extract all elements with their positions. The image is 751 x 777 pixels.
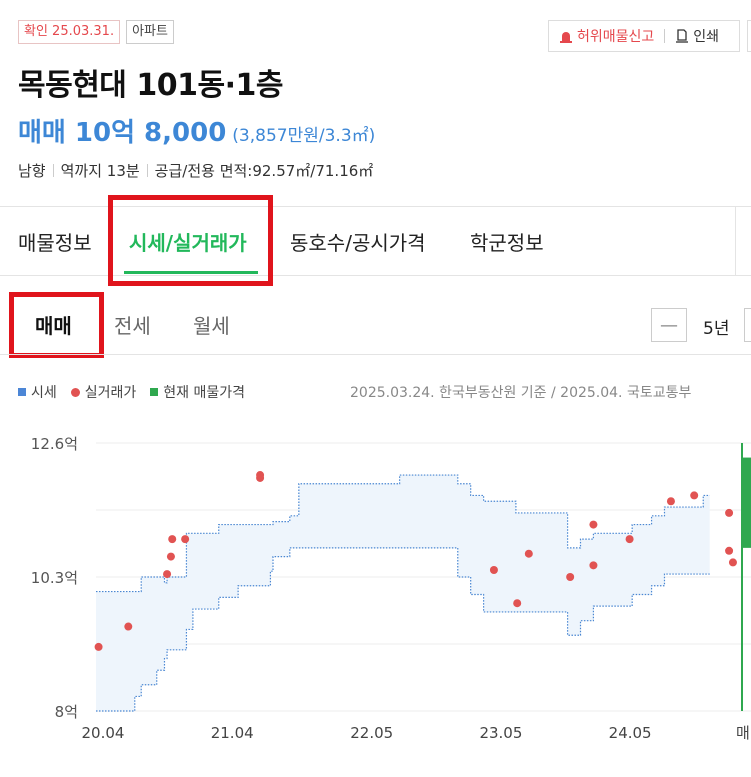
deal-point[interactable] <box>94 642 103 651</box>
deal-point[interactable] <box>256 471 265 480</box>
deal-point[interactable] <box>690 491 699 500</box>
divider <box>146 164 148 177</box>
deal-point[interactable] <box>181 535 190 544</box>
deal-point[interactable] <box>625 535 634 544</box>
deal-point[interactable] <box>589 520 598 529</box>
deal-point[interactable] <box>725 546 734 555</box>
print-label: 인쇄 <box>693 29 720 45</box>
legend-deal: 실거래가 <box>70 382 137 402</box>
legend-current: 현재 매물가격 <box>150 382 245 402</box>
subtab-jeonse[interactable]: 전세 <box>114 313 151 338</box>
siren-icon <box>560 31 572 43</box>
spec-direction: 남향 <box>18 162 46 180</box>
divider <box>0 354 751 355</box>
deal-point[interactable] <box>524 549 533 558</box>
deal-point[interactable] <box>725 508 734 517</box>
period-increase-button[interactable] <box>744 308 751 342</box>
deal-point[interactable] <box>589 561 598 570</box>
price-main: 매매 10억 8,000 <box>18 118 227 148</box>
data-source-note: 2025.03.24. 한국부동산원 기준 / 2025.04. 국토교통부 <box>350 385 692 401</box>
top-actions: 허위매물신고 인쇄 <box>548 20 740 52</box>
price-row: 매매 10억 8,000 (3,857만원/3.3㎡) <box>18 112 375 149</box>
market-band-area <box>96 475 710 711</box>
subtab-monthly[interactable]: 월세 <box>193 313 230 338</box>
x-tick-label: 24.05 <box>609 724 652 742</box>
deal-dot-icon <box>70 387 80 397</box>
deal-point[interactable] <box>513 599 522 608</box>
x-axis-ticks: 20.04 21.04 22.05 23.05 24.05 매 <box>82 724 750 742</box>
listing-specs: 남향 역까지 13분 공급/전용 면적:92.57㎡/71.16㎡ <box>18 160 373 181</box>
report-button[interactable]: 허위매물신고 <box>549 26 654 46</box>
current-listing-bar <box>741 443 751 711</box>
listing-title: 목동현대 101동·1층 <box>18 68 283 103</box>
deal-point[interactable] <box>124 622 133 631</box>
deal-point[interactable] <box>168 535 177 544</box>
y-tick-label: 10.3억 <box>31 569 78 587</box>
divider <box>0 275 751 276</box>
x-edge-label: 매 <box>736 724 750 742</box>
subtab-sale[interactable]: 매매 <box>35 313 72 338</box>
legend-market: 시세 <box>18 382 57 402</box>
deal-point[interactable] <box>163 570 172 579</box>
market-swatch-icon <box>18 388 26 396</box>
y-tick-label: 8억 <box>55 703 78 721</box>
main-tabs: 매물정보 시세/실거래가 동호수/공시가격 학군정보 <box>0 207 751 275</box>
current-listing-range <box>742 457 751 548</box>
sub-tabs: 매매 전세 월세 <box>0 296 751 352</box>
current-swatch-icon <box>150 388 159 396</box>
divider <box>664 29 666 43</box>
highlight-box-tab <box>108 195 273 286</box>
tab-listing-info[interactable]: 매물정보 <box>18 230 92 255</box>
y-tick-label: 12.6억 <box>31 435 78 453</box>
spec-station: 역까지 13분 <box>60 162 140 180</box>
x-tick-label: 20.04 <box>82 724 125 742</box>
deal-point[interactable] <box>489 566 498 575</box>
report-label: 허위매물신고 <box>577 29 655 45</box>
chart-legend: 시세 실거래가 현재 매물가격 <box>18 382 245 402</box>
market-band-lower-line <box>96 547 710 712</box>
deal-point[interactable] <box>728 558 737 567</box>
tab-scroll-edge[interactable] <box>735 207 751 275</box>
print-icon <box>676 29 689 43</box>
tab-school-info[interactable]: 학군정보 <box>470 230 544 255</box>
y-axis-ticks: 12.6억 10.3억 8억 <box>31 435 78 721</box>
active-tab-underline <box>124 271 258 274</box>
deal-point[interactable] <box>166 552 175 561</box>
market-band <box>96 474 710 712</box>
x-tick-label: 21.04 <box>211 724 254 742</box>
print-button[interactable]: 인쇄 <box>675 26 719 46</box>
legend-current-label: 현재 매물가격 <box>163 385 246 401</box>
confirm-date-badge: 확인 25.03.31. <box>18 20 121 44</box>
price-per-area: (3,857만원/3.3㎡) <box>232 126 376 146</box>
legend-market-label: 시세 <box>31 385 57 401</box>
period-label: 5년 <box>703 319 730 339</box>
share-button-edge[interactable] <box>747 20 751 52</box>
x-tick-label: 23.05 <box>479 724 522 742</box>
tab-unit-numbers[interactable]: 동호수/공시가격 <box>290 230 426 255</box>
divider <box>0 206 751 207</box>
badge-row: 확인 25.03.31. 아파트 <box>18 20 174 44</box>
highlight-box-subtab <box>9 292 104 358</box>
property-type-badge: 아파트 <box>126 20 174 44</box>
deal-points <box>94 471 737 651</box>
x-tick-label: 22.05 <box>350 724 393 742</box>
period-decrease-button[interactable]: — <box>651 308 687 342</box>
legend-deal-label: 실거래가 <box>84 385 137 401</box>
deal-point[interactable] <box>566 573 575 581</box>
divider <box>52 164 54 177</box>
tab-price-history[interactable]: 시세/실거래가 <box>129 230 247 255</box>
price-chart: 12.6억 10.3억 8억 20.04 21.04 22.05 23.05 24.05 매 <box>31 435 751 742</box>
deal-point[interactable] <box>666 497 675 506</box>
spec-area: 공급/전용 면적:92.57㎡/71.16㎡ <box>154 162 374 180</box>
